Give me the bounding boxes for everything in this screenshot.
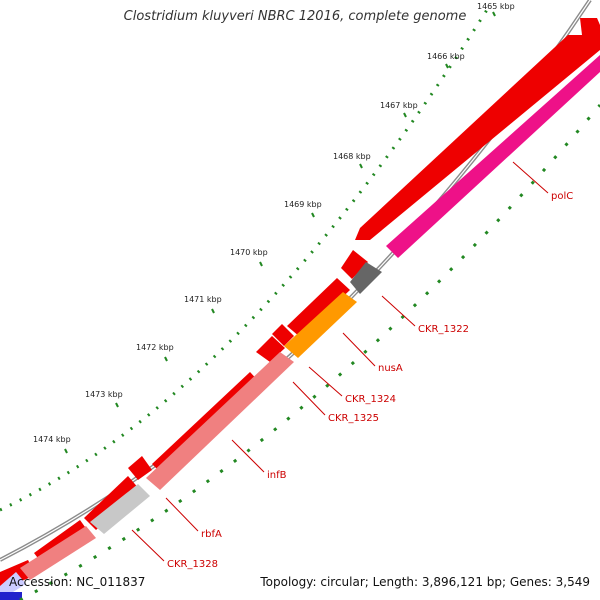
gene-rbfA[interactable] [90, 484, 150, 534]
ruler-major-tick [115, 402, 119, 408]
gene-label[interactable]: CKR_1322 [418, 324, 469, 335]
ruler-major-tick [492, 11, 496, 17]
backbone-outer [0, 0, 592, 562]
gene-CKR_1328[interactable] [20, 526, 96, 580]
genome-summary-text: Topology: circular; Length: 3,896,121 bp… [260, 575, 590, 589]
gene-nusA[interactable] [284, 292, 357, 358]
ruler-major-tick [359, 163, 363, 169]
ruler-label: 1472 kbp [136, 343, 174, 352]
ruler-major-tick [211, 308, 215, 314]
ruler-major-tick [259, 261, 263, 267]
ruler-label: 1470 kbp [230, 248, 268, 257]
gene-polC[interactable] [386, 55, 600, 258]
gene-label-leader [512, 161, 549, 194]
forward-strand [0, 18, 600, 590]
ruler-major-tick [164, 356, 168, 362]
gene-reverse-partial[interactable] [0, 592, 22, 600]
gene-label-leader [292, 381, 326, 416]
ruler-major-tick [64, 448, 68, 454]
gene-label-leader [308, 366, 343, 397]
gene-label[interactable]: rbfA [201, 529, 222, 540]
gene-CKR_1322[interactable] [350, 262, 382, 294]
gene-forward[interactable] [341, 250, 368, 279]
backbone-inner [0, 0, 590, 560]
outer-dotted-ring [0, 4, 492, 512]
ruler-major-tick [445, 63, 449, 69]
gene-label-leader [381, 295, 416, 327]
accession-text: Accession: NC_011837 [9, 575, 146, 589]
gene-label[interactable]: nusA [378, 363, 403, 374]
gene-forward[interactable] [128, 456, 152, 480]
gene-label[interactable]: CKR_1324 [345, 394, 396, 405]
ruler-label: 1469 kbp [284, 200, 322, 209]
ruler-label: 1468 kbp [333, 152, 371, 161]
ruler-label: 1466 kbp [427, 52, 465, 61]
map-title: Clostridium kluyveri NBRC 12016, complet… [123, 9, 467, 24]
gene-label[interactable]: infB [267, 470, 287, 481]
ruler-label: 1471 kbp [184, 295, 222, 304]
gene-label-leader [342, 332, 376, 367]
ruler-major-tick [311, 212, 315, 218]
gene-forward[interactable] [287, 278, 350, 337]
inner-tick-ring [19, 104, 600, 600]
gene-label[interactable]: polC [551, 191, 573, 202]
gene-label-leader [165, 497, 199, 532]
ruler-label: 1467 kbp [380, 101, 418, 110]
ruler-label: 1474 kbp [33, 435, 71, 444]
ruler: 1465 kbp 1466 kbp 1467 kbp 1468 kbp 1469 kbp… [33, 2, 515, 454]
gene-label-leader [231, 439, 265, 473]
gene-infB[interactable] [146, 352, 294, 490]
gene-forward[interactable] [256, 336, 285, 362]
ruler-label: 1473 kbp [85, 390, 123, 399]
reverse-strand [0, 55, 600, 600]
gene-forward[interactable] [355, 35, 600, 240]
gene-labels: polC CKR_1322 nusA CKR_1324 CKR_1325 infB rbfA… [131, 161, 573, 570]
gene-label-leader [131, 529, 165, 562]
ruler-major-tick [403, 112, 407, 118]
gene-label[interactable]: CKR_1328 [167, 559, 218, 570]
gene-label[interactable]: CKR_1325 [328, 413, 379, 424]
gene-forward[interactable] [272, 324, 294, 346]
ruler-label: 1465 kbp [477, 2, 515, 11]
